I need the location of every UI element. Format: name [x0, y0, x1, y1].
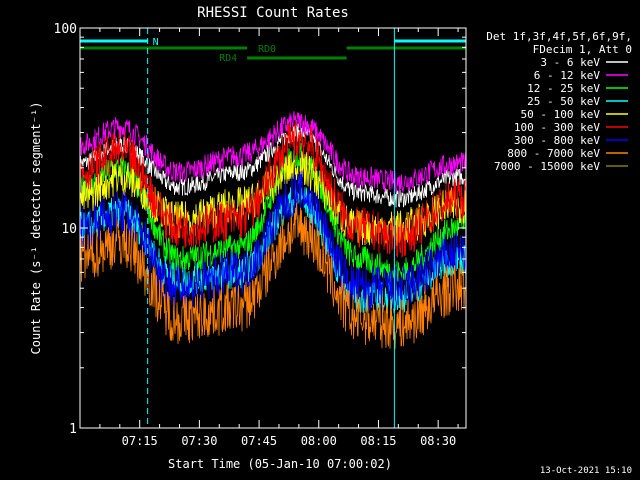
- legend-label: 25 - 50 keV: [527, 95, 600, 108]
- y-axis-label: Count Rate (s⁻¹ detector segment⁻¹): [29, 102, 43, 355]
- x-tick-label: 07:45: [241, 434, 277, 448]
- trace-6-12-kev: [79, 111, 467, 195]
- legend-label: 3 - 6 keV: [540, 56, 600, 69]
- n-flag-label: N: [153, 37, 159, 48]
- legend-title-line-2: FDecim 1, Att 0: [533, 43, 632, 56]
- legend-label: 50 - 100 keV: [521, 108, 601, 121]
- legend-label: 800 - 7000 keV: [507, 147, 600, 160]
- legend-title-line-1: Det 1f,3f,4f,5f,6f,9f,: [486, 30, 632, 43]
- trace-3-6-kev: [79, 123, 467, 208]
- annotation-layer: N RD0 RD4: [80, 28, 467, 428]
- x-tick-label: 08:30: [420, 434, 456, 448]
- rd0-flag-label: RD0: [258, 44, 276, 55]
- y-axis-label-text: Count Rate (s⁻¹ detector segment⁻¹): [29, 102, 43, 355]
- legend-label: 300 - 800 keV: [514, 134, 600, 147]
- x-tick-label: 07:30: [181, 434, 217, 448]
- footer-date: 13-Oct-2021 15:10: [539, 466, 632, 476]
- axis-ticks: 1 10 100 07:15 07:30 07:45 08:00 08:15 08:30: [54, 22, 466, 448]
- legend-label: 12 - 25 keV: [527, 82, 600, 95]
- legend-label: 7000 - 15000 keV: [494, 160, 600, 173]
- trace-100-300-kev: [79, 120, 467, 258]
- x-tick-label: 08:15: [360, 434, 396, 448]
- trace-layer: [79, 111, 467, 350]
- legend: Det 1f,3f,4f,5f,6f,9f, FDecim 1, Att 0 3…: [486, 30, 632, 173]
- x-axis-label: Start Time (05-Jan-10 07:00:02): [168, 457, 392, 471]
- legend-label: 6 - 12 keV: [534, 69, 601, 82]
- x-tick-label: 07:15: [122, 434, 158, 448]
- rd4-flag-label: RD4: [219, 53, 237, 64]
- legend-label: 100 - 300 keV: [514, 121, 600, 134]
- trace-800-7000-kev: [79, 202, 467, 350]
- y-tick-label: 10: [61, 222, 77, 237]
- chart-title: RHESSI Count Rates: [197, 5, 349, 21]
- x-tick-label: 08:00: [301, 434, 337, 448]
- y-tick-label: 100: [54, 22, 77, 37]
- y-tick-label: 1: [69, 422, 77, 437]
